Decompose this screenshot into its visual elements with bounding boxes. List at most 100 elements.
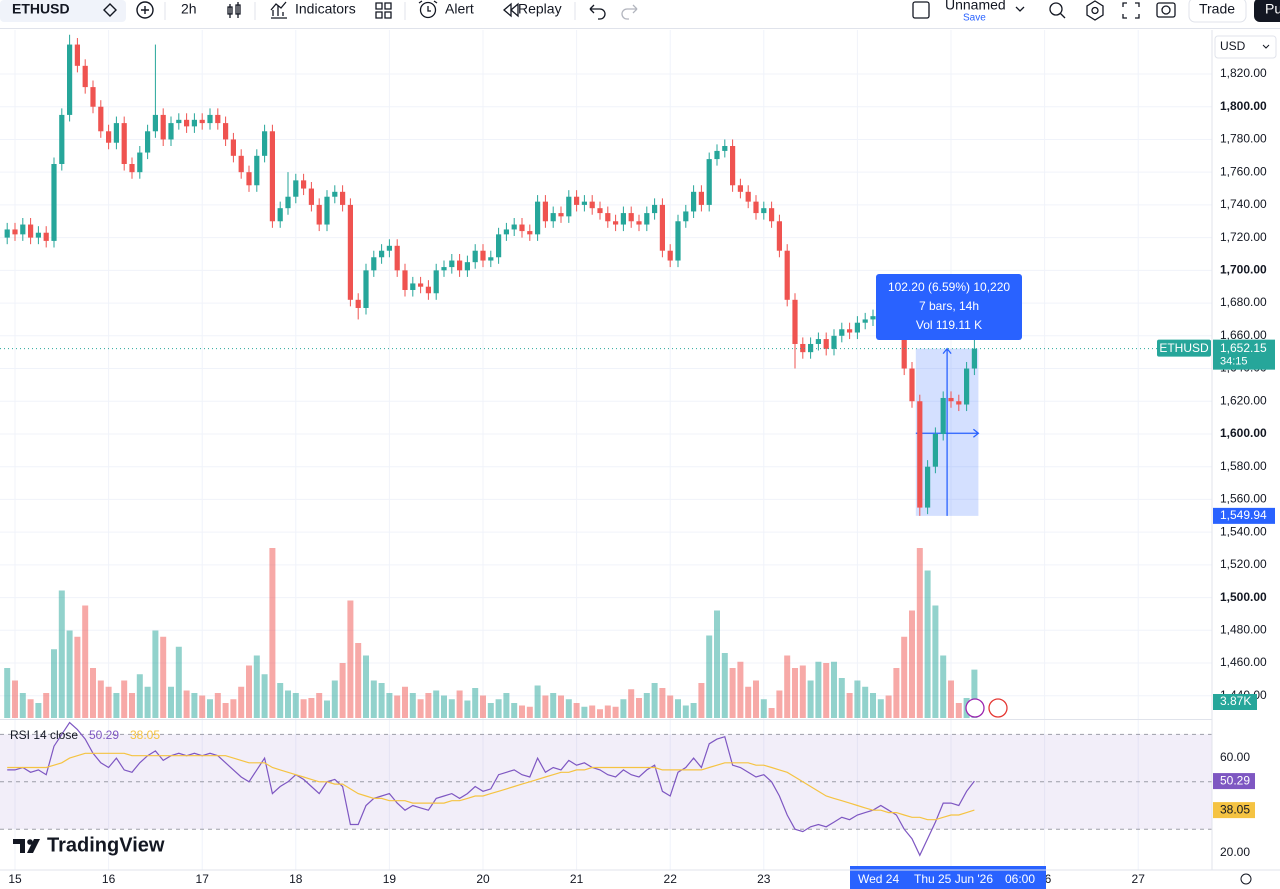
settings-button[interactable] (1086, 0, 1104, 21)
candle-body (137, 152, 143, 173)
publish-label[interactable]: Pu (1265, 1, 1280, 17)
volume-bar (659, 688, 666, 718)
volume-bar (589, 705, 596, 718)
volume-bar (74, 636, 81, 718)
volume-bar (729, 668, 736, 718)
currency-selector[interactable] (1214, 35, 1277, 59)
candle-body (909, 368, 915, 402)
candle-body (527, 231, 533, 235)
save-link[interactable]: Save (963, 13, 986, 24)
replay-button[interactable]: Replay (518, 1, 562, 17)
volume-bar (402, 686, 408, 718)
y-tick-label: 1,660.00 (1220, 328, 1267, 342)
candle-body (464, 262, 470, 271)
volume-bar (121, 680, 128, 718)
crypto-icon[interactable] (103, 3, 117, 17)
quick-search-button[interactable] (1049, 2, 1063, 16)
candle-body (932, 433, 938, 467)
volume-bar (456, 690, 463, 718)
snapshot-button[interactable] (1156, 2, 1176, 18)
layout-name[interactable]: Unnamed (945, 0, 1006, 13)
candle-body (667, 250, 673, 261)
fullscreen-button[interactable] (1122, 2, 1140, 19)
symbol[interactable]: ETHUSD (12, 1, 70, 17)
candle-body (230, 139, 236, 156)
volume-bar (877, 699, 884, 718)
volume-bar (253, 655, 260, 718)
indicators-button[interactable]: Indicators (295, 1, 356, 17)
undo-button[interactable] (589, 4, 606, 20)
volume-bar (82, 605, 89, 718)
candle-body (262, 131, 268, 156)
y-tick-label: 1,780.00 (1220, 132, 1267, 146)
y-tick-label: 1,800.00 (1220, 99, 1267, 113)
volume-bar (932, 605, 939, 718)
x-tick-label: 19 (383, 872, 397, 886)
candle-body (207, 114, 213, 124)
candle-body (808, 343, 814, 353)
snapshot-lens (1161, 5, 1171, 15)
volume-bar (675, 699, 681, 718)
publish-button[interactable] (1254, 0, 1280, 22)
symbol-search[interactable] (0, 0, 126, 22)
volume-bar (168, 686, 174, 718)
pane-separator (0, 719, 1212, 720)
volume-bar (355, 643, 362, 718)
volume-bar (370, 680, 377, 718)
compare-button[interactable] (136, 1, 154, 19)
volume-bar (339, 663, 346, 718)
volume-bar (495, 699, 502, 718)
x-tick-label: 22 (664, 872, 678, 886)
volume-bar (394, 695, 401, 718)
candle-body (410, 283, 416, 290)
candle-body (644, 213, 650, 225)
indicators-icon[interactable] (270, 1, 287, 19)
interval[interactable]: 2h (181, 1, 197, 17)
y-tick-label: 1,720.00 (1220, 230, 1267, 244)
rsi-tag (1213, 802, 1255, 819)
volume-bar (838, 678, 845, 718)
candle-body (839, 329, 845, 336)
volume-bar (292, 693, 299, 718)
currency[interactable]: USD (1220, 39, 1246, 53)
measure-tooltip (876, 274, 1022, 340)
replay-icon[interactable] (503, 2, 519, 18)
candle-body (854, 322, 860, 333)
layout-menu[interactable] (1015, 6, 1025, 12)
volume-bar (58, 590, 65, 718)
volume-bar (472, 688, 479, 718)
candle-body (730, 146, 736, 186)
templates-button[interactable] (375, 2, 392, 19)
candle-body (82, 65, 88, 88)
economic-events-icon[interactable] (988, 698, 1008, 718)
candle-body (340, 191, 346, 205)
candle-body (371, 257, 377, 271)
redo-button[interactable] (621, 4, 638, 20)
x-tick-label: 23 (757, 872, 771, 886)
volume-bar (784, 655, 791, 718)
candle-body (761, 208, 767, 214)
alert-icon[interactable] (419, 1, 437, 19)
trade-button[interactable] (1188, 0, 1247, 23)
time-settings[interactable] (1240, 873, 1252, 885)
volume-bar (66, 630, 73, 718)
candle-body (558, 213, 564, 217)
alert-button[interactable]: Alert (445, 1, 474, 17)
trade-label[interactable]: Trade (1199, 1, 1235, 17)
symbol-tag-label: ETHUSD (1159, 341, 1209, 355)
volume-bar (308, 698, 315, 718)
layout-checkbox[interactable] (912, 1, 930, 19)
volume-bar (511, 703, 518, 718)
logo-text[interactable]: TradingView (47, 834, 165, 856)
chart-type-button[interactable] (227, 2, 241, 18)
candle-body (800, 343, 806, 353)
candle-body (308, 188, 314, 205)
x-tick-label: 21 (570, 872, 584, 886)
events-icon[interactable] (965, 698, 985, 718)
volume-bar (90, 668, 96, 718)
candle-body (901, 332, 907, 369)
y-tick-label: 1,820.00 (1220, 66, 1267, 80)
candle-body (43, 232, 49, 241)
countdown: 34:15 (1220, 356, 1248, 368)
